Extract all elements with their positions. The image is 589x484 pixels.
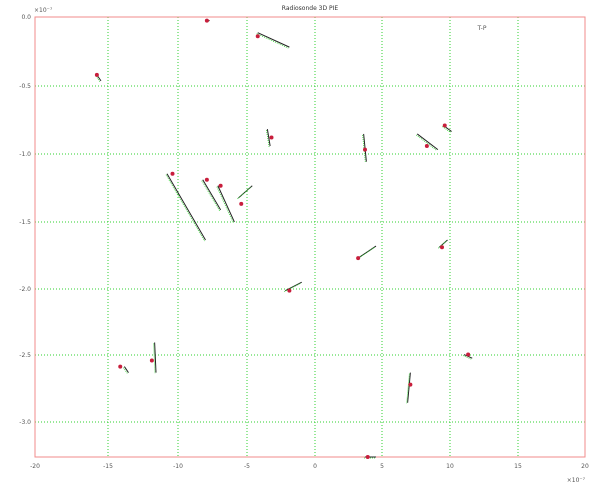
track-segment bbox=[203, 180, 221, 210]
track-marker bbox=[150, 359, 154, 363]
track-marker bbox=[408, 383, 412, 387]
track-marker bbox=[440, 245, 444, 249]
track-t10 bbox=[363, 134, 367, 163]
x-tick-label-1: -15 bbox=[103, 463, 113, 470]
track-marker bbox=[95, 73, 99, 77]
plot-frame bbox=[35, 17, 585, 457]
y-tick-label-6: 0.0 bbox=[21, 14, 31, 21]
track-segment bbox=[218, 186, 235, 222]
track-t15 bbox=[463, 353, 472, 360]
chart-title: Radiosonde 3D PIE bbox=[282, 5, 339, 12]
track-marker bbox=[256, 34, 260, 38]
y-exponent-label: ×10⁻⁷ bbox=[34, 7, 53, 14]
track-shadow bbox=[166, 175, 205, 241]
x-tick-label-7: 15 bbox=[514, 463, 522, 470]
track-marker bbox=[366, 455, 370, 459]
track-marker bbox=[239, 202, 243, 206]
track-t16 bbox=[118, 365, 128, 374]
track-segment bbox=[258, 33, 290, 47]
y-tick-label-0: -3.0 bbox=[19, 419, 31, 426]
track-segment bbox=[167, 174, 206, 240]
grid bbox=[35, 17, 585, 457]
track-shadow bbox=[202, 181, 220, 211]
track-t2 bbox=[205, 19, 210, 23]
track-t18 bbox=[407, 373, 413, 404]
x-tick-label-2: -10 bbox=[173, 463, 183, 470]
x-tick-label-3: -5 bbox=[244, 463, 250, 470]
track-t9 bbox=[284, 282, 302, 292]
track-t5 bbox=[238, 186, 253, 206]
y-tick-label-2: -2.0 bbox=[19, 286, 31, 293]
track-t3 bbox=[256, 33, 290, 48]
y-tick-label-5: -0.5 bbox=[19, 83, 31, 90]
track-marker bbox=[443, 123, 447, 127]
track-t11 bbox=[416, 134, 438, 151]
track-marker bbox=[356, 256, 360, 260]
track-t13 bbox=[356, 246, 376, 260]
x-tick-label-0: -20 bbox=[30, 463, 40, 470]
x-tick-label-6: 10 bbox=[446, 463, 454, 470]
track-marker bbox=[425, 144, 429, 148]
track-marker bbox=[118, 365, 122, 369]
y-axis-ticks: -3.0 -2.5 -2.0 -1.5 -1.0 -0.5 0.0 bbox=[19, 14, 31, 426]
track-marker bbox=[363, 148, 367, 152]
track-t7 bbox=[202, 178, 221, 211]
y-tick-label-1: -2.5 bbox=[19, 352, 31, 359]
track-t14 bbox=[438, 240, 447, 249]
x-axis-ticks: -20 -15 -10 -5 0 5 10 15 20 bbox=[30, 463, 589, 470]
track-marker bbox=[171, 172, 175, 176]
track-marker bbox=[219, 184, 223, 188]
track-shadow bbox=[257, 34, 289, 48]
track-t19 bbox=[364, 455, 376, 459]
y-tick-label-3: -1.5 bbox=[19, 219, 31, 226]
track-marker bbox=[466, 353, 470, 357]
track-t17 bbox=[150, 342, 156, 373]
tracks bbox=[95, 19, 472, 459]
track-marker bbox=[205, 178, 209, 182]
track-marker bbox=[205, 19, 209, 23]
track-marker bbox=[270, 136, 274, 140]
track-marker bbox=[287, 289, 291, 293]
track-t1 bbox=[95, 73, 101, 82]
track-t4 bbox=[266, 129, 273, 147]
x-exponent-label: ×10⁻⁷ bbox=[567, 477, 586, 484]
x-tick-label-8: 20 bbox=[581, 463, 589, 470]
track-shadow bbox=[217, 187, 234, 223]
track-t8 bbox=[217, 184, 235, 223]
track-shadow bbox=[416, 135, 437, 151]
track-t6 bbox=[166, 172, 206, 241]
y-tick-label-4: -1.0 bbox=[19, 151, 31, 158]
x-tick-label-4: 0 bbox=[313, 463, 317, 470]
corner-label: T-P bbox=[477, 25, 487, 32]
x-tick-label-5: 5 bbox=[380, 463, 384, 470]
